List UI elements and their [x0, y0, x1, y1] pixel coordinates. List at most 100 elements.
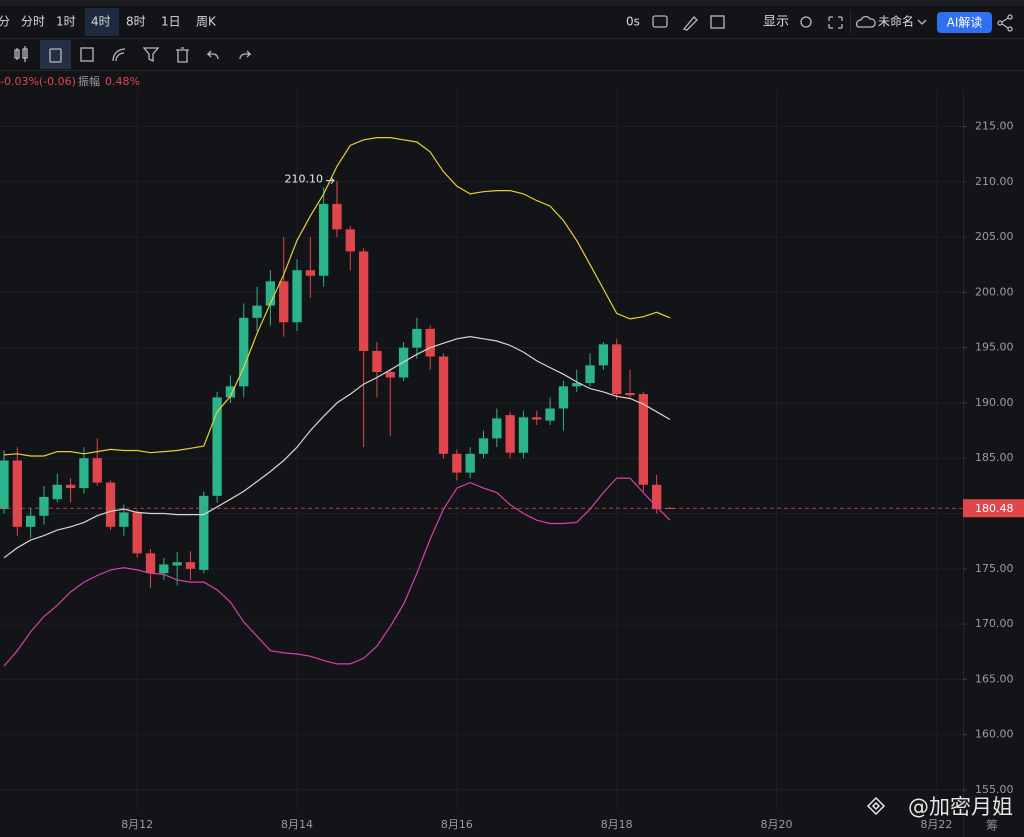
candle-body	[372, 350, 382, 372]
interval-button[interactable]: 8时	[126, 15, 146, 29]
watermark: @加密月姐	[908, 795, 1013, 819]
x-tick-label: 8月12	[121, 818, 153, 831]
candle-body	[225, 386, 236, 398]
candle-body	[105, 482, 116, 527]
pen-icon[interactable]	[682, 16, 698, 31]
y-tick-label: 160.00	[975, 728, 1014, 741]
candle-body	[265, 281, 276, 306]
candle-body	[425, 328, 435, 357]
amplitude-label: 振幅	[78, 74, 100, 88]
interval-bar: 分分时 1时 4时 8时 1日 周K	[0, 8, 217, 36]
candle-body	[358, 251, 369, 351]
interval-button[interactable]: 1日	[161, 15, 181, 29]
high-annotation: 210.10	[284, 173, 323, 186]
redo-icon[interactable]	[239, 50, 252, 60]
y-tick-label: 195.00	[975, 341, 1014, 354]
candle-body	[612, 344, 622, 395]
candle-body	[558, 386, 569, 409]
candle-body	[385, 371, 395, 378]
candle-body	[132, 512, 142, 554]
y-tick-label: 165.00	[975, 672, 1014, 685]
candle-body	[651, 484, 662, 510]
candle-body	[172, 562, 182, 566]
candle-body	[252, 305, 262, 318]
interval-button[interactable]: 分时	[21, 15, 45, 29]
tool-icon[interactable]	[49, 48, 62, 63]
filter-icon[interactable]	[142, 47, 160, 63]
interval-button[interactable]: 分	[0, 15, 10, 29]
candle-body	[505, 415, 515, 453]
candle-body	[25, 515, 36, 527]
interval-button[interactable]: 周K	[196, 15, 217, 29]
candle-body	[79, 458, 89, 489]
candle-icon[interactable]	[14, 46, 28, 62]
candle-body	[279, 281, 289, 323]
candle-body	[292, 270, 302, 323]
frame-icon[interactable]	[710, 15, 725, 29]
candle-body	[0, 460, 9, 510]
candle-body	[92, 458, 102, 483]
candle-body	[199, 495, 209, 570]
last-price-label: 180.48	[975, 502, 1014, 515]
camera-icon[interactable]	[652, 15, 668, 28]
cloud-icon	[856, 15, 876, 28]
drawing-tools	[14, 40, 252, 69]
y-tick-label: 185.00	[975, 451, 1014, 464]
watermark-logo	[866, 796, 886, 816]
candle-body	[532, 417, 542, 420]
corner-text: 筹	[986, 819, 998, 833]
display-button[interactable]: 显示	[763, 15, 789, 30]
band-line	[3, 477, 671, 667]
candle-body	[212, 397, 222, 496]
share-icon[interactable]	[997, 14, 1013, 32]
candle-body	[665, 508, 675, 510]
candle-body	[492, 418, 502, 439]
candle-body	[185, 562, 196, 569]
candle-body	[159, 564, 169, 574]
magnet-icon[interactable]	[112, 48, 126, 62]
ai-button[interactable]	[937, 12, 992, 33]
x-tick-label: 8月16	[441, 818, 473, 831]
candle-body	[438, 356, 449, 454]
x-tick-label: 8月20	[761, 818, 793, 831]
candle-body	[625, 392, 635, 396]
last-price-tag	[963, 499, 1024, 518]
active-tool-bg	[40, 40, 71, 69]
undo-icon[interactable]	[206, 50, 219, 60]
ai-button-label[interactable]: AI解读	[947, 16, 983, 30]
note-icon[interactable]	[80, 47, 94, 62]
amplitude: 0.48%	[105, 75, 140, 88]
interval-active-bg	[85, 8, 119, 36]
annotation-arrow	[325, 177, 335, 185]
settings-icon[interactable]	[800, 16, 812, 28]
interval-button[interactable]: 1时	[56, 15, 76, 29]
trash-icon[interactable]	[176, 47, 189, 63]
candle-body	[452, 453, 462, 473]
candle-body	[412, 328, 422, 348]
fullscreen-icon[interactable]	[828, 16, 843, 29]
interval-button[interactable]: 4时	[91, 15, 111, 29]
candle-body	[465, 453, 475, 473]
candle-body	[478, 438, 489, 454]
candle-body	[638, 394, 648, 485]
y-tick-label: 155.00	[975, 783, 1014, 796]
change: -0.03%(-0.06)	[0, 75, 76, 88]
timer[interactable]: 0s	[626, 15, 640, 29]
y-tick-label: 175.00	[975, 562, 1014, 575]
band-line	[3, 335, 671, 559]
x-tick-label: 8月22	[920, 818, 952, 831]
candle-body	[145, 553, 156, 574]
y-tick-label: 200.00	[975, 285, 1014, 298]
layout-name[interactable]: 未命名	[878, 14, 914, 29]
plot: 155.00160.00165.00170.00175.00180.00185.…	[0, 90, 1024, 831]
y-tick-label: 205.00	[975, 230, 1014, 243]
y-tick-label: 190.00	[975, 396, 1014, 409]
candle-body	[305, 270, 316, 276]
x-tick-label: 8月18	[601, 818, 633, 831]
candle-body	[239, 317, 249, 387]
candle-body	[319, 203, 329, 276]
ticker-strip	[0, 0, 1024, 6]
candle-body	[545, 408, 555, 421]
candle-body	[572, 383, 582, 387]
candle-body	[598, 344, 609, 366]
